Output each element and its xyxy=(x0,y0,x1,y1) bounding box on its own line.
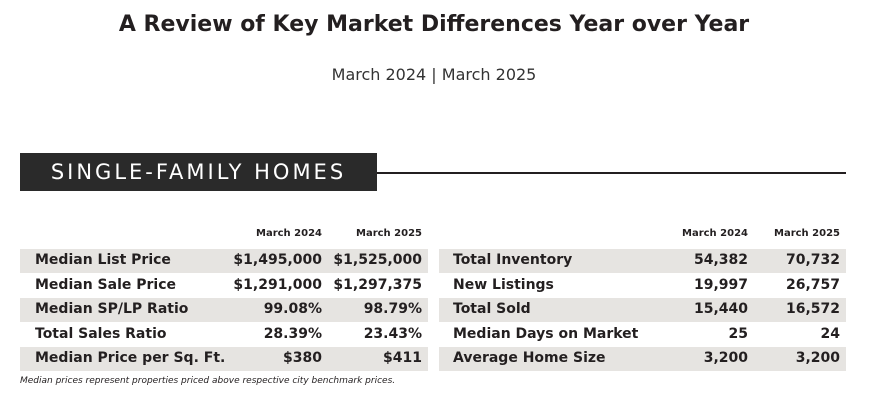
row-label: Median Price per Sq. Ft. xyxy=(35,350,226,366)
row-label: Average Home Size xyxy=(453,350,606,366)
value-2025: $1,297,375 xyxy=(333,276,422,293)
table-row: Average Home Size 3,200 3,200 xyxy=(439,347,846,372)
value-2024: 3,200 xyxy=(703,350,748,366)
table-header: March 2024 March 2025 xyxy=(20,226,428,249)
row-label: New Listings xyxy=(453,276,554,293)
value-2025: $1,525,000 xyxy=(333,252,422,268)
header-march-2024: March 2024 xyxy=(682,228,748,239)
row-label: Total Sales Ratio xyxy=(35,325,167,342)
header-march-2025: March 2025 xyxy=(774,228,840,239)
row-label: Median SP/LP Ratio xyxy=(35,301,189,317)
value-2025: 24 xyxy=(820,325,840,342)
footnote: Median prices represent properties price… xyxy=(20,376,396,386)
section-banner: SINGLE-FAMILY HOMES xyxy=(20,153,377,191)
row-label: Median List Price xyxy=(35,252,171,268)
value-2025: $411 xyxy=(383,350,422,366)
table-row: Median Price per Sq. Ft. $380 $411 xyxy=(20,347,428,372)
row-label: Median Sale Price xyxy=(35,276,176,293)
left-stats-table: March 2024 March 2025 Median List Price $1,… xyxy=(20,226,428,372)
value-2025: 23.43% xyxy=(363,325,422,342)
value-2024: 28.39% xyxy=(263,325,322,342)
table-row: Total Sold 15,440 16,572 xyxy=(439,298,846,323)
table-row: Median SP/LP Ratio 99.08% 98.79% xyxy=(20,298,428,323)
value-2024: 54,382 xyxy=(693,252,748,268)
value-2025: 26,757 xyxy=(785,276,840,293)
table-row: Total Sales Ratio 28.39% 23.43% xyxy=(20,323,428,347)
header-march-2024: March 2024 xyxy=(256,228,322,239)
section-divider xyxy=(377,172,846,174)
value-2024: 99.08% xyxy=(263,301,322,317)
row-label: Total Inventory xyxy=(453,252,573,268)
row-label: Median Days on Market xyxy=(453,325,639,342)
header-march-2025: March 2025 xyxy=(356,228,422,239)
table-row: Median Days on Market 25 24 xyxy=(439,323,846,347)
page-subtitle: March 2024 | March 2025 xyxy=(331,65,537,84)
row-label: Total Sold xyxy=(453,301,531,317)
value-2024: $1,495,000 xyxy=(233,252,322,268)
table-row: Total Inventory 54,382 70,732 xyxy=(439,249,846,274)
page-title: A Review of Key Market Differences Year … xyxy=(118,12,750,37)
value-2024: $1,291,000 xyxy=(233,276,322,293)
value-2024: 15,440 xyxy=(693,301,748,317)
value-2024: 25 xyxy=(728,325,748,342)
table-header: March 2024 March 2025 xyxy=(439,226,846,249)
value-2025: 98.79% xyxy=(363,301,422,317)
value-2025: 16,572 xyxy=(785,301,840,317)
table-row: Median List Price $1,495,000 $1,525,000 xyxy=(20,249,428,274)
table-row: Median Sale Price $1,291,000 $1,297,375 xyxy=(20,274,428,298)
value-2025: 70,732 xyxy=(785,252,840,268)
value-2024: $380 xyxy=(283,350,322,366)
table-row: New Listings 19,997 26,757 xyxy=(439,274,846,298)
right-stats-table: March 2024 March 2025 Total Inventory 54,38… xyxy=(439,226,846,372)
value-2025: 3,200 xyxy=(795,350,840,366)
value-2024: 19,997 xyxy=(693,276,748,293)
